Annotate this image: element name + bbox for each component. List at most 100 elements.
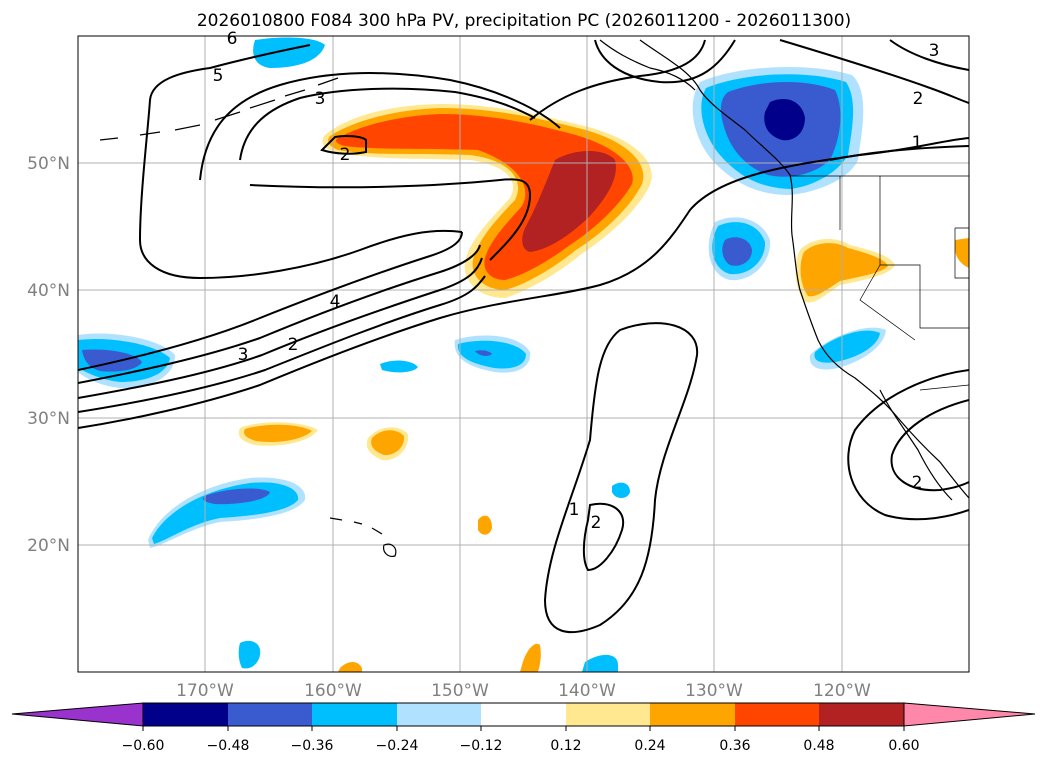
colorbar-bin — [481, 703, 566, 726]
neg-small-a — [380, 360, 418, 373]
colorbar-tick-label: −0.48 — [207, 738, 250, 754]
neg-small-b — [612, 482, 630, 498]
contour-labels: 5 3 2 4 3 2 1 2 1 2 3 2 6 — [213, 29, 940, 533]
lon-label: 140°W — [558, 681, 616, 701]
precip-shading — [78, 37, 969, 672]
colorbar-tick-marks — [142, 726, 905, 731]
lon-label: 130°W — [685, 681, 743, 701]
precip-negative-california — [809, 327, 886, 370]
pv-contour-southern-band-2 — [78, 275, 486, 413]
pv-contour-east-closed — [829, 145, 969, 161]
pv-contour-north-trough — [529, 39, 706, 121]
contour-label: 2 — [913, 89, 924, 109]
pv-contour-northeast — [889, 39, 969, 71]
pv-contours — [78, 39, 969, 633]
pos-strong-area — [522, 151, 616, 252]
lat-label: 30°N — [27, 409, 70, 429]
pos-small-d — [520, 643, 541, 672]
pv-contour-inner-ridge — [138, 44, 463, 280]
lat-label: 50°N — [27, 154, 70, 174]
pv-contour-trough-west — [239, 87, 536, 161]
contour-label: 3 — [315, 89, 326, 109]
precip-positive-nevada — [795, 238, 969, 303]
pv-contour-east-low-inner — [890, 399, 969, 492]
map-frame — [77, 35, 970, 673]
colorbar-tick-label: 0.12 — [550, 738, 581, 754]
lon-label: 160°W — [304, 681, 362, 701]
colorbar-frame — [142, 702, 905, 727]
precip-negative-offshore — [708, 217, 771, 281]
contour-label: 2 — [591, 513, 602, 533]
colorbar-tick-label: 0.24 — [634, 738, 665, 754]
contour-label: 3 — [929, 41, 940, 61]
lon-label: 170°W — [176, 681, 234, 701]
colorbar-bin — [143, 703, 228, 726]
colorbar-tick-label: −0.60 — [122, 738, 165, 754]
neg-strong-area — [764, 98, 805, 141]
pv-contour-southern-band-3 — [78, 257, 483, 399]
north-america-coast — [639, 39, 969, 499]
colorbar: −0.60 −0.48 −0.36 −0.24 −0.12 0.12 0.24 … — [11, 702, 1036, 754]
colorbar-tick-label: 0.60 — [888, 738, 919, 754]
pv-contour-southern-band-4 — [78, 244, 481, 384]
contour-label: 3 — [238, 345, 249, 365]
lon-label: 150°W — [431, 681, 489, 701]
contour-label: 2 — [340, 145, 351, 165]
precip-positive-plume — [322, 104, 652, 298]
map-panel — [78, 36, 969, 672]
contour-label: 1 — [912, 133, 923, 153]
pos-small-e — [338, 662, 362, 672]
pv-contour-trough-east — [199, 72, 561, 181]
contour-label: 2 — [912, 473, 923, 493]
colorbar-bin — [312, 703, 397, 726]
contour-label: 4 — [330, 292, 341, 312]
pv-contour-north-central — [594, 39, 736, 84]
state-borders — [839, 176, 969, 341]
colorbar-extend-min — [11, 702, 144, 727]
latitude-labels: 50°N 40°N 30°N 20°N — [27, 154, 70, 556]
pv-contour-inner-loop — [582, 502, 625, 572]
colorbar-bin — [735, 703, 819, 726]
pos-small-a-core — [244, 424, 312, 442]
colorbar-bin — [819, 703, 904, 726]
contour-label: 5 — [213, 66, 224, 86]
colorbar-bin — [397, 703, 481, 726]
neg-bottom-a — [238, 640, 261, 669]
alaska-coast — [599, 39, 696, 91]
neg-bottom-b — [582, 654, 618, 672]
pv-contour-north-closed — [320, 135, 367, 155]
colorbar-extend-max — [903, 702, 1036, 727]
pos-small-b-core — [371, 430, 405, 456]
map-title: 2026010800 F084 300 hPa PV, precipitatio… — [197, 11, 851, 31]
coastlines — [99, 39, 969, 557]
contour-label: 6 — [227, 29, 238, 49]
colorbar-bin — [228, 703, 312, 726]
lat-label: 40°N — [27, 281, 70, 301]
contour-label: 1 — [569, 500, 580, 520]
baja-coast — [879, 389, 953, 501]
lat-label: 20°N — [27, 536, 70, 556]
colorbar-tick-label: −0.24 — [376, 738, 419, 754]
colorbar-tick-label: 0.48 — [803, 738, 834, 754]
pv-contour-southern-band-5 — [78, 231, 463, 371]
longitude-labels: 170°W 160°W 150°W 140°W 130°W 120°W — [176, 681, 871, 701]
colorbar-tick-label: −0.12 — [460, 738, 503, 754]
pv-contour-east-low — [847, 369, 969, 521]
precip-negative-central — [454, 335, 531, 373]
contour-label: 2 — [288, 335, 299, 355]
colorbar-tick-labels: −0.60 −0.48 −0.36 −0.24 −0.12 0.12 0.24 … — [122, 738, 920, 754]
aleutian-islands — [99, 77, 339, 141]
colorbar-bin — [566, 703, 650, 726]
colorbar-tick-label: 0.36 — [719, 738, 750, 754]
lon-label: 120°W — [813, 681, 871, 701]
hawaii-islands — [329, 517, 397, 557]
precip-negative-southwest — [148, 477, 306, 548]
pos-small-c — [478, 515, 492, 535]
us-mexico-border — [919, 384, 969, 391]
colorbar-tick-label: −0.36 — [291, 738, 334, 754]
colorbar-bin — [650, 703, 735, 726]
pv-contour-northeast-2 — [779, 39, 969, 104]
pv-contour-ridge-crest — [249, 178, 532, 261]
pv-contour-subtropical-loop — [543, 322, 699, 633]
